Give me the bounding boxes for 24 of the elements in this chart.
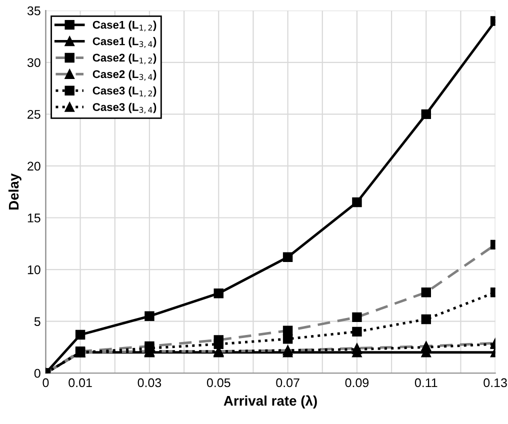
y-tick-label: 30 bbox=[27, 58, 40, 68]
x-tick-label: 0.11 bbox=[414, 378, 438, 388]
y-tick-label: 0 bbox=[34, 368, 40, 378]
legend-label: Case3 (L$_{1,2}$) bbox=[92, 86, 156, 98]
legend-label: Case1 (L$_{3,4}$) bbox=[92, 37, 156, 48]
x-tick-label: 0.01 bbox=[68, 378, 92, 388]
x-tick-label: 0 bbox=[42, 378, 49, 388]
legend-label: Case2 (L$_{3,4}$) bbox=[92, 70, 156, 81]
x-tick-label: 0.09 bbox=[345, 378, 369, 388]
y-tick-label: 35 bbox=[27, 6, 40, 16]
y-axis-title: Delay bbox=[8, 173, 22, 210]
x-tick-label: 0.13 bbox=[484, 378, 507, 388]
y-tick-label: 25 bbox=[28, 110, 40, 119]
y-tick-label: 15 bbox=[28, 214, 40, 222]
x-tick-label: 0.07 bbox=[276, 378, 300, 388]
y-tick-label: 5 bbox=[34, 317, 40, 326]
legend-label: Case2 (L$_{1,2}$) bbox=[92, 53, 156, 64]
y-tick-label: 20 bbox=[28, 162, 40, 171]
legend-label: Case3 (L$_{3,4}$) bbox=[92, 102, 156, 114]
x-axis-title: Arrival rate (λ) bbox=[224, 395, 317, 408]
x-tick-label: 0.05 bbox=[206, 378, 230, 388]
x-tick-label: 0.03 bbox=[138, 378, 162, 388]
legend-label: Case1 (L$_{1,2}$) bbox=[92, 20, 156, 32]
y-tick-label: 10 bbox=[28, 265, 40, 274]
